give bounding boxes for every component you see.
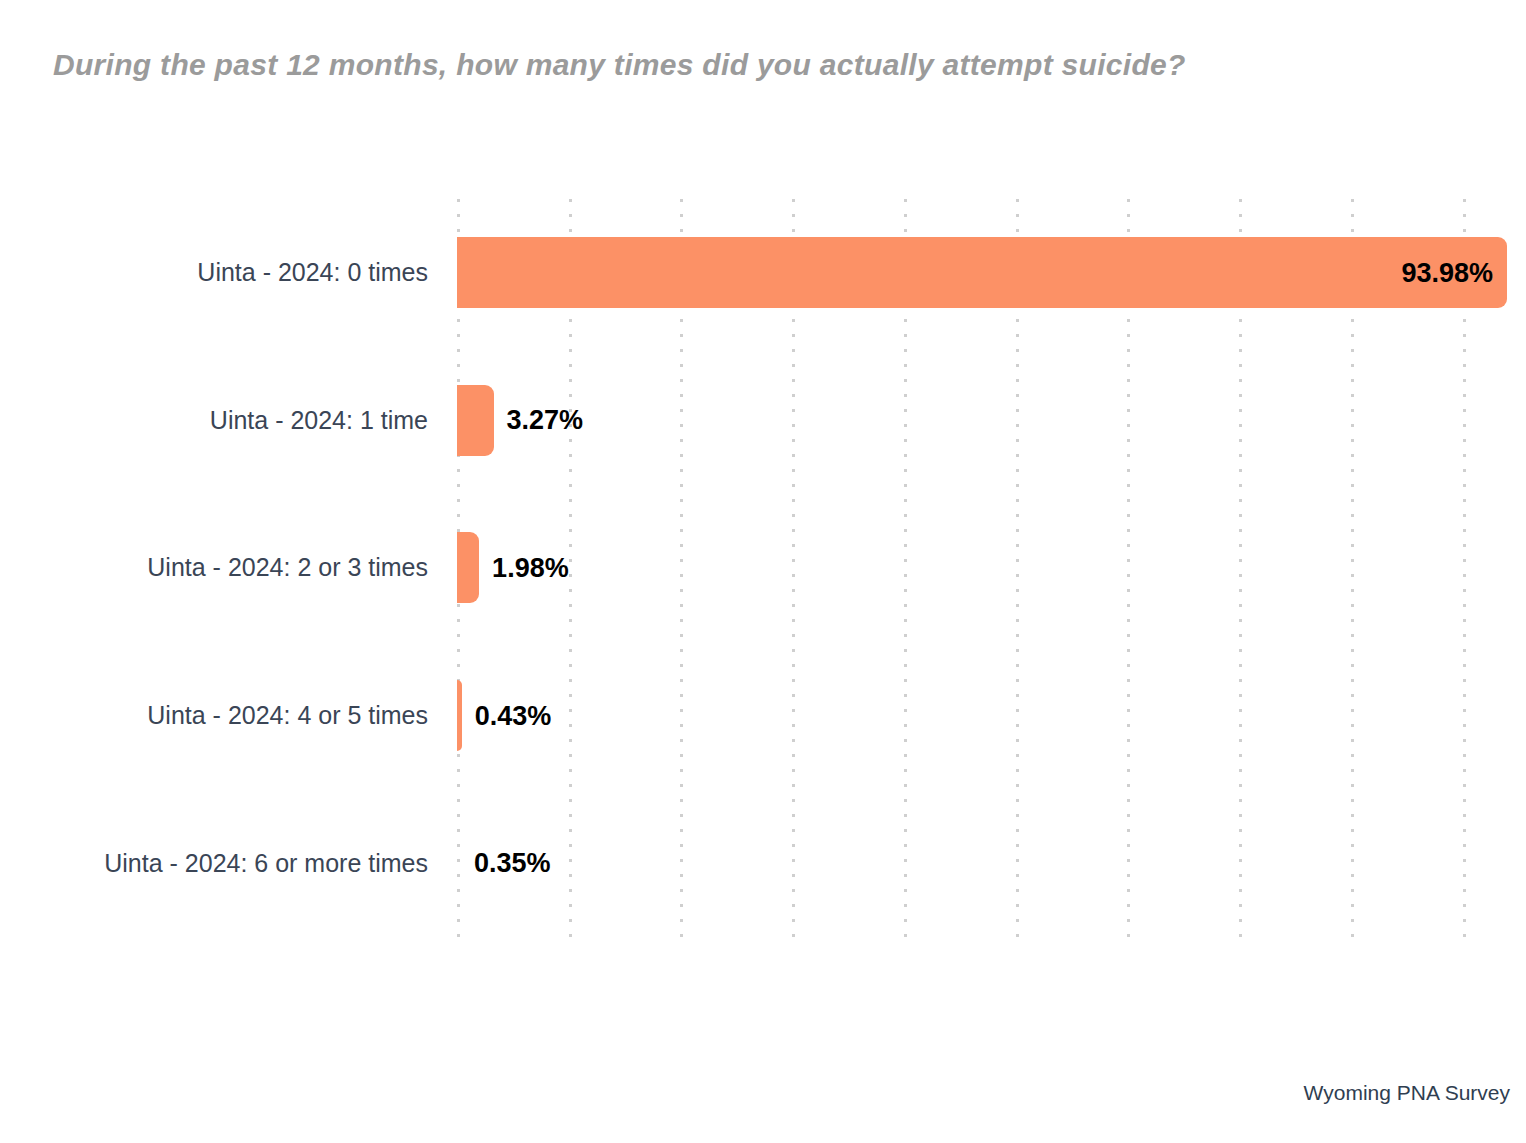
- category-label: Uinta - 2024: 4 or 5 times: [40, 701, 457, 730]
- value-label: 1.98%: [492, 552, 569, 583]
- value-label: 3.27%: [507, 405, 584, 436]
- bar-row: Uinta - 2024: 4 or 5 times 0.43%: [40, 642, 1507, 790]
- chart-title: During the past 12 months, how many time…: [53, 48, 1473, 82]
- bar-track: 0.35%: [457, 828, 1507, 899]
- value-label: 0.35%: [474, 848, 551, 879]
- category-label: Uinta - 2024: 0 times: [40, 258, 457, 287]
- bar: [457, 237, 1507, 308]
- bar-row: Uinta - 2024: 2 or 3 times 1.98%: [40, 494, 1507, 642]
- bar-track: 0.43%: [457, 680, 1507, 751]
- category-label: Uinta - 2024: 6 or more times: [40, 849, 457, 878]
- bar: [457, 385, 494, 456]
- chart-canvas: During the past 12 months, how many time…: [0, 0, 1526, 1143]
- value-label: 93.98%: [1401, 257, 1493, 288]
- bar: [457, 532, 479, 603]
- bar-track: 93.98%: [457, 237, 1507, 308]
- category-label: Uinta - 2024: 2 or 3 times: [40, 553, 457, 582]
- bar-row: Uinta - 2024: 0 times 93.98%: [40, 199, 1507, 347]
- source-label: Wyoming PNA Survey: [1304, 1081, 1510, 1105]
- bar-rows: Uinta - 2024: 0 times 93.98% Uinta - 202…: [40, 199, 1507, 937]
- bar-row: Uinta - 2024: 1 time 3.27%: [40, 347, 1507, 495]
- bar-track: 1.98%: [457, 532, 1507, 603]
- bar-row: Uinta - 2024: 6 or more times 0.35%: [40, 789, 1507, 937]
- bar: [457, 680, 462, 751]
- category-label: Uinta - 2024: 1 time: [40, 406, 457, 435]
- value-label: 0.43%: [475, 700, 552, 731]
- bar-track: 3.27%: [457, 385, 1507, 456]
